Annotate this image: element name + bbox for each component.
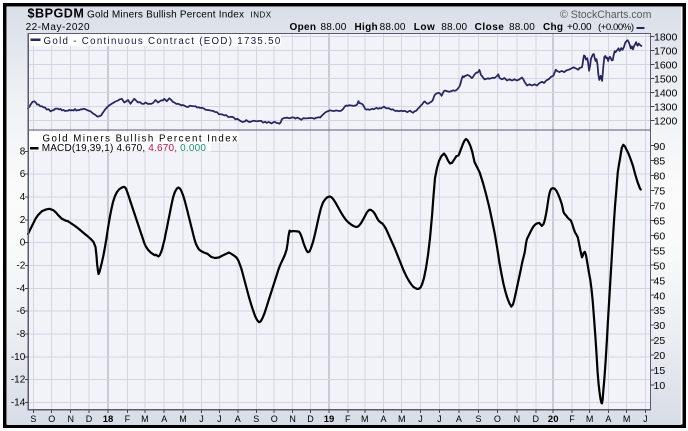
svg-text:1700: 1700 — [654, 46, 678, 58]
svg-text:-4: -4 — [16, 283, 25, 294]
svg-text:30: 30 — [654, 320, 666, 332]
svg-text:N: N — [67, 414, 74, 424]
svg-text:-14: -14 — [11, 398, 26, 409]
svg-text:Chg: Chg — [543, 22, 563, 33]
svg-text:70: 70 — [654, 201, 666, 213]
svg-text:-10: -10 — [11, 352, 26, 363]
svg-text:M: M — [623, 414, 631, 424]
svg-text:55: 55 — [654, 245, 666, 257]
svg-text:$BPGDM: $BPGDM — [28, 7, 85, 21]
svg-text:80: 80 — [654, 171, 666, 183]
svg-text:Gold - Continuous Contract (EO: Gold - Continuous Contract (EOD) 1735.50 — [44, 36, 282, 47]
svg-text:20: 20 — [654, 350, 666, 362]
svg-text:-6: -6 — [16, 306, 25, 317]
svg-text:High: High — [355, 22, 378, 33]
svg-text:M: M — [361, 414, 369, 424]
svg-text:M: M — [179, 414, 187, 424]
svg-text:88.00: 88.00 — [509, 22, 535, 33]
svg-text:O: O — [48, 414, 55, 424]
svg-text:6: 6 — [20, 169, 26, 180]
svg-text:1400: 1400 — [654, 88, 678, 100]
svg-text:Gold Miners Bullish Percent In: Gold Miners Bullish Percent Index — [43, 134, 239, 145]
svg-text:90: 90 — [654, 141, 666, 153]
svg-text:J: J — [437, 414, 442, 424]
svg-text:S: S — [475, 414, 481, 424]
svg-text:D: D — [533, 414, 540, 424]
svg-text:M: M — [141, 414, 149, 424]
svg-text:8: 8 — [20, 146, 26, 157]
svg-text:1300: 1300 — [654, 102, 678, 114]
svg-text:Gold Miners Bullish Percent In: Gold Miners Bullish Percent Index — [87, 9, 244, 20]
svg-text:O: O — [494, 414, 501, 424]
svg-text:88.00: 88.00 — [380, 22, 406, 33]
svg-text:N: N — [289, 414, 296, 424]
svg-text:1800: 1800 — [654, 32, 678, 44]
svg-text:D: D — [86, 414, 93, 424]
svg-text:INDX: INDX — [251, 10, 272, 19]
svg-text:S: S — [253, 414, 259, 424]
svg-text:A: A — [456, 414, 462, 424]
svg-text:50: 50 — [654, 260, 666, 272]
svg-text:A: A — [380, 414, 386, 424]
svg-text:S: S — [30, 414, 36, 424]
svg-text:(+0.00%): (+0.00%) — [598, 22, 634, 33]
svg-text:J: J — [418, 414, 423, 424]
svg-text:-2: -2 — [16, 261, 25, 272]
svg-text:+0.00: +0.00 — [567, 22, 592, 33]
svg-text:© StockCharts.com: © StockCharts.com — [560, 9, 652, 21]
svg-text:Close: Close — [475, 22, 505, 33]
svg-text:J: J — [217, 414, 222, 424]
svg-text:A: A — [161, 414, 167, 424]
svg-text:4: 4 — [20, 192, 26, 203]
svg-text:88.00: 88.00 — [441, 22, 467, 33]
svg-text:O: O — [271, 414, 278, 424]
svg-text:1200: 1200 — [654, 116, 678, 128]
svg-text:M: M — [586, 414, 594, 424]
svg-text:45: 45 — [654, 275, 666, 287]
svg-text:-12: -12 — [11, 375, 26, 386]
svg-text:A: A — [235, 414, 241, 424]
svg-text:20: 20 — [548, 414, 559, 425]
svg-text:Low: Low — [414, 22, 436, 33]
svg-text:25: 25 — [654, 335, 666, 347]
svg-text:1600: 1600 — [654, 60, 678, 72]
svg-text:85: 85 — [654, 156, 666, 168]
svg-text:A: A — [605, 414, 611, 424]
svg-text:60: 60 — [654, 231, 666, 243]
svg-text:2: 2 — [20, 215, 26, 226]
svg-text:N: N — [514, 414, 521, 424]
svg-text:22-May-2020: 22-May-2020 — [26, 22, 90, 33]
svg-text:15: 15 — [654, 365, 666, 377]
svg-text:F: F — [345, 414, 351, 424]
svg-text:65: 65 — [654, 216, 666, 228]
svg-text:Open: Open — [290, 22, 317, 33]
svg-text:J: J — [199, 414, 204, 424]
svg-text:88.00: 88.00 — [321, 22, 347, 33]
svg-text:M: M — [398, 414, 406, 424]
svg-text:D: D — [307, 414, 314, 424]
svg-text:10: 10 — [654, 380, 666, 392]
svg-text:-8: -8 — [16, 329, 25, 340]
svg-text:1500: 1500 — [654, 74, 678, 86]
svg-text:35: 35 — [654, 305, 666, 317]
svg-text:J: J — [643, 414, 648, 424]
svg-text:19: 19 — [324, 414, 335, 425]
svg-text:18: 18 — [103, 414, 114, 425]
svg-text:F: F — [569, 414, 575, 424]
svg-text:75: 75 — [654, 186, 666, 198]
svg-text:F: F — [125, 414, 131, 424]
svg-text:MACD(19,39,1) 4.670, 4.670, 0.: MACD(19,39,1) 4.670, 4.670, 0.000 — [42, 143, 207, 154]
svg-text:0: 0 — [20, 238, 26, 249]
svg-text:40: 40 — [654, 290, 666, 302]
